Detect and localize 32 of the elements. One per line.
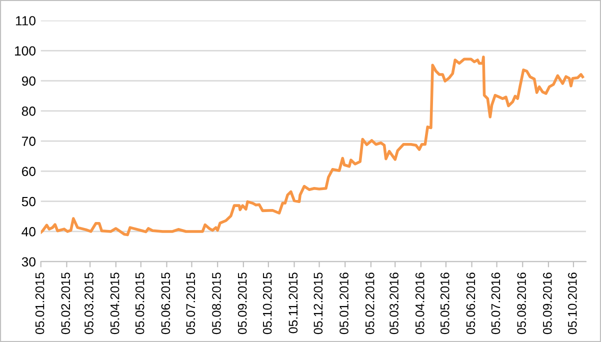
- x-tick-label: 05.09.2015: [238, 272, 247, 334]
- y-tick-label: 50: [22, 196, 36, 206]
- x-tick-label: 05.10.2016: [568, 272, 577, 334]
- x-tick-label: 05.05.2015: [135, 272, 144, 334]
- x-tick-label: 05.05.2016: [440, 272, 450, 334]
- x-tick-label: 05.11.2015: [288, 272, 298, 334]
- y-tick-label: 40: [22, 227, 36, 236]
- x-tick-label: 05.10.2015: [262, 272, 272, 334]
- x-tick-label: 05.03.2016: [390, 272, 398, 334]
- x-tick-label: 05.09.2016: [542, 272, 552, 334]
- x-tick-label: 05.07.2015: [186, 272, 196, 334]
- x-tick-label: 05.06.2016: [466, 272, 476, 334]
- y-tick-label: 90: [22, 76, 36, 86]
- x-tick-label: 05.01.2015: [35, 272, 44, 334]
- x-tick-label: 05.07.2016: [491, 272, 500, 334]
- x-tick-label: 05.04.2015: [110, 272, 120, 334]
- x-tick-label: 05.12.2015: [314, 272, 323, 334]
- x-tick-label: 05.04.2016: [415, 272, 424, 334]
- y-tick-label: 80: [22, 106, 36, 116]
- x-tick-label: 05.01.2016: [340, 272, 348, 334]
- x-tick-label: 05.08.2016: [517, 272, 526, 334]
- x-tick-label: 05.06.2015: [161, 272, 170, 334]
- y-tick-label: 60: [22, 166, 36, 176]
- x-tick-label: 05.08.2015: [212, 272, 221, 334]
- y-tick-label: 100: [15, 46, 36, 56]
- y-tick-label: 70: [22, 136, 36, 146]
- x-tick-label: 05.02.2016: [365, 272, 374, 334]
- line-series: [40, 56, 584, 236]
- y-tick-label: 110: [16, 16, 36, 26]
- x-tick-label: 05.03.2015: [84, 272, 94, 334]
- y-tick-label: 30: [22, 257, 36, 267]
- x-tick-label: 05.02.2015: [61, 272, 70, 334]
